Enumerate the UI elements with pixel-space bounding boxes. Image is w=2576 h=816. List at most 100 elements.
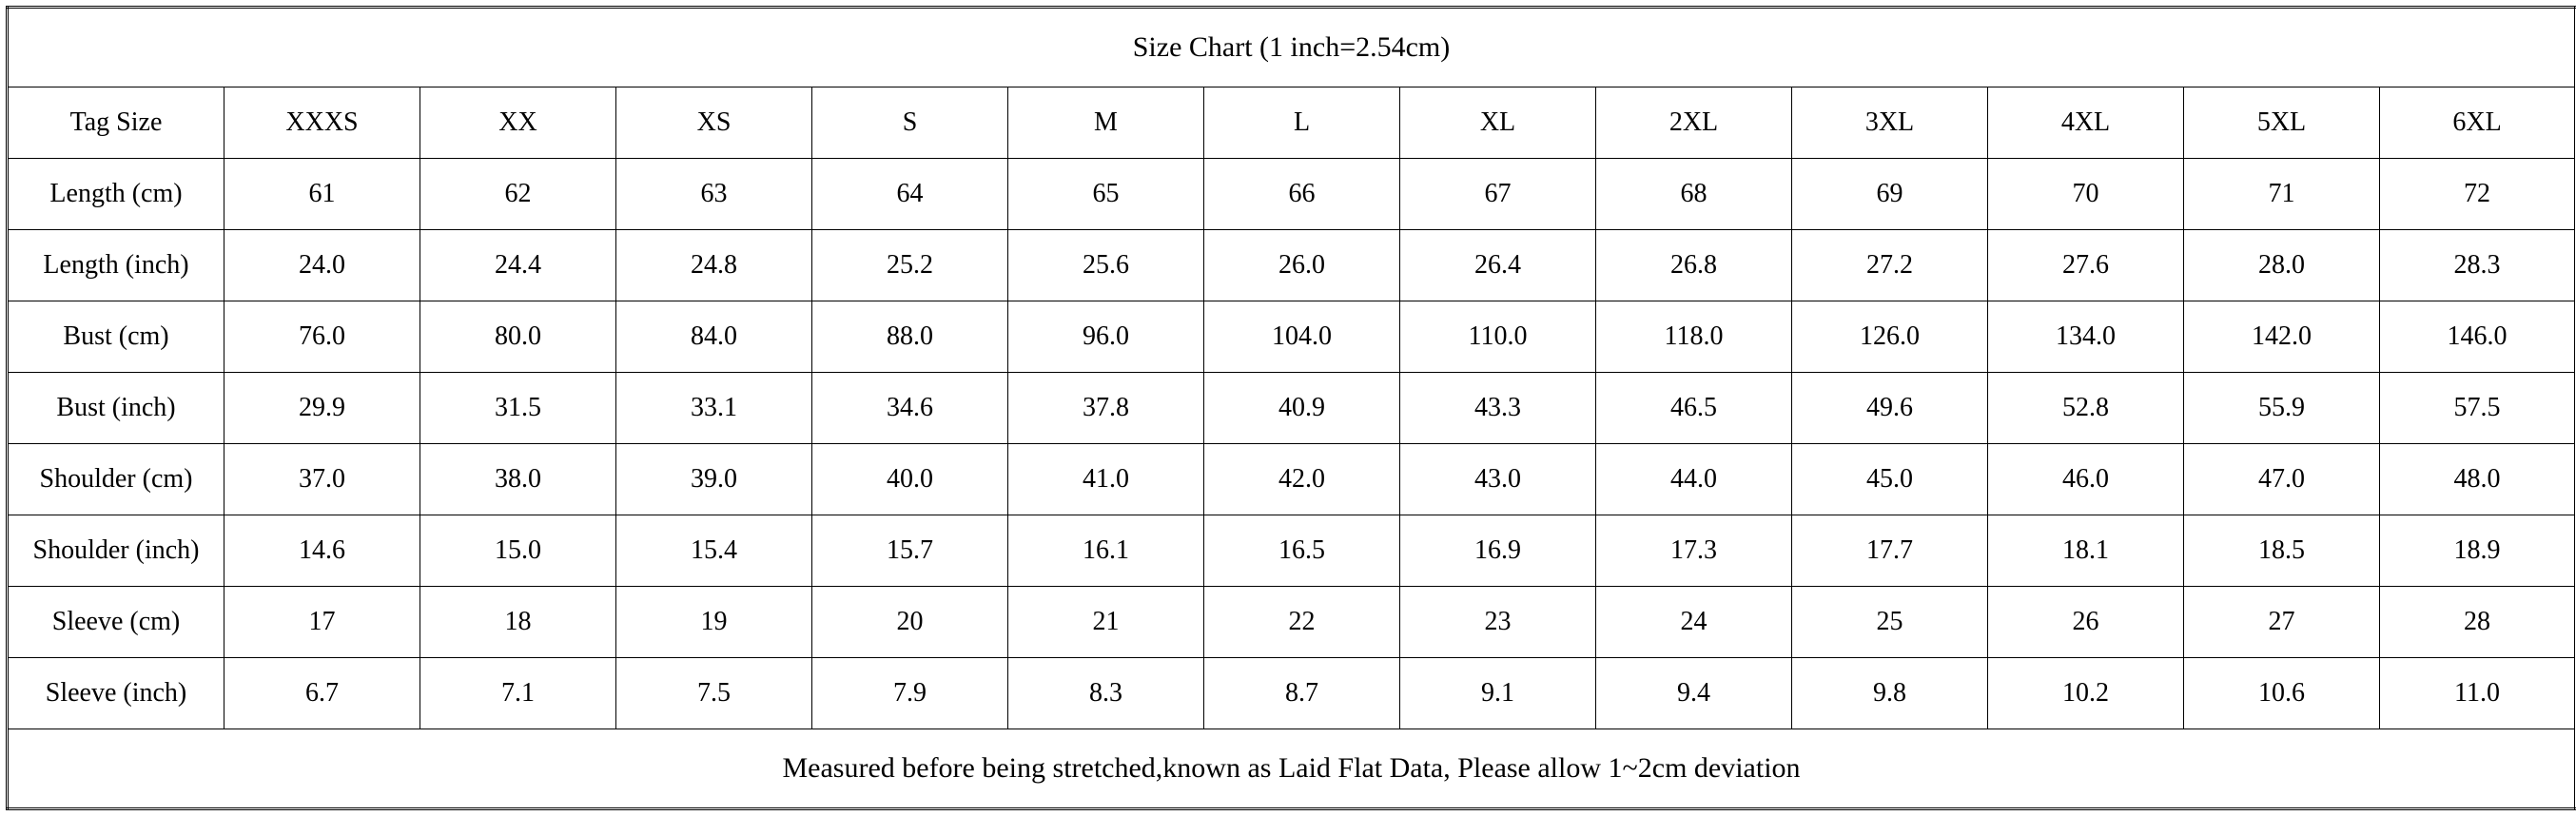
row-label: Sleeve (inch) — [8, 658, 224, 729]
cell: 6.7 — [224, 658, 420, 729]
cell: 26.0 — [1204, 230, 1400, 301]
cell: 61 — [224, 159, 420, 230]
header-size: M — [1008, 87, 1204, 159]
header-size: XL — [1400, 87, 1596, 159]
header-size: XX — [420, 87, 616, 159]
cell: 126.0 — [1792, 301, 1988, 373]
size-chart-table: Size Chart (1 inch=2.54cm) Tag Size XXXS… — [6, 6, 2576, 810]
header-size: L — [1204, 87, 1400, 159]
cell: 16.1 — [1008, 515, 1204, 587]
cell: 19 — [616, 587, 812, 658]
header-size: S — [812, 87, 1008, 159]
cell: 27.6 — [1988, 230, 2184, 301]
header-size: 2XL — [1596, 87, 1792, 159]
cell: 27.2 — [1792, 230, 1988, 301]
header-size: 4XL — [1988, 87, 2184, 159]
cell: 70 — [1988, 159, 2184, 230]
cell: 24 — [1596, 587, 1792, 658]
cell: 96.0 — [1008, 301, 1204, 373]
cell: 47.0 — [2184, 444, 2380, 515]
title-row: Size Chart (1 inch=2.54cm) — [8, 8, 2576, 87]
cell: 49.6 — [1792, 373, 1988, 444]
cell: 18 — [420, 587, 616, 658]
cell: 71 — [2184, 159, 2380, 230]
cell: 27 — [2184, 587, 2380, 658]
table-row: Sleeve (inch) 6.7 7.1 7.5 7.9 8.3 8.7 9.… — [8, 658, 2576, 729]
cell: 21 — [1008, 587, 1204, 658]
cell: 37.8 — [1008, 373, 1204, 444]
cell: 40.0 — [812, 444, 1008, 515]
cell: 26.8 — [1596, 230, 1792, 301]
cell: 134.0 — [1988, 301, 2184, 373]
cell: 16.9 — [1400, 515, 1596, 587]
cell: 146.0 — [2380, 301, 2576, 373]
row-label: Bust (cm) — [8, 301, 224, 373]
cell: 25.2 — [812, 230, 1008, 301]
header-size: XS — [616, 87, 812, 159]
cell: 52.8 — [1988, 373, 2184, 444]
cell: 29.9 — [224, 373, 420, 444]
table-row: Shoulder (inch) 14.6 15.0 15.4 15.7 16.1… — [8, 515, 2576, 587]
cell: 118.0 — [1596, 301, 1792, 373]
cell: 24.8 — [616, 230, 812, 301]
row-label: Bust (inch) — [8, 373, 224, 444]
table-row: Length (cm) 61 62 63 64 65 66 67 68 69 7… — [8, 159, 2576, 230]
header-size: 6XL — [2380, 87, 2576, 159]
cell: 66 — [1204, 159, 1400, 230]
row-label: Sleeve (cm) — [8, 587, 224, 658]
chart-footer: Measured before being stretched,known as… — [8, 729, 2576, 809]
cell: 17 — [224, 587, 420, 658]
cell: 72 — [2380, 159, 2576, 230]
cell: 46.5 — [1596, 373, 1792, 444]
header-size: 3XL — [1792, 87, 1988, 159]
cell: 44.0 — [1596, 444, 1792, 515]
cell: 23 — [1400, 587, 1596, 658]
cell: 41.0 — [1008, 444, 1204, 515]
cell: 18.1 — [1988, 515, 2184, 587]
cell: 110.0 — [1400, 301, 1596, 373]
cell: 10.2 — [1988, 658, 2184, 729]
cell: 26 — [1988, 587, 2184, 658]
cell: 142.0 — [2184, 301, 2380, 373]
cell: 76.0 — [224, 301, 420, 373]
cell: 15.7 — [812, 515, 1008, 587]
cell: 18.5 — [2184, 515, 2380, 587]
cell: 17.7 — [1792, 515, 1988, 587]
cell: 43.0 — [1400, 444, 1596, 515]
cell: 16.5 — [1204, 515, 1400, 587]
cell: 46.0 — [1988, 444, 2184, 515]
cell: 55.9 — [2184, 373, 2380, 444]
cell: 64 — [812, 159, 1008, 230]
table-row: Sleeve (cm) 17 18 19 20 21 22 23 24 25 2… — [8, 587, 2576, 658]
cell: 62 — [420, 159, 616, 230]
chart-title: Size Chart (1 inch=2.54cm) — [8, 8, 2576, 87]
cell: 7.1 — [420, 658, 616, 729]
cell: 18.9 — [2380, 515, 2576, 587]
cell: 84.0 — [616, 301, 812, 373]
cell: 43.3 — [1400, 373, 1596, 444]
cell: 33.1 — [616, 373, 812, 444]
cell: 57.5 — [2380, 373, 2576, 444]
table-row: Length (inch) 24.0 24.4 24.8 25.2 25.6 2… — [8, 230, 2576, 301]
cell: 8.3 — [1008, 658, 1204, 729]
cell: 68 — [1596, 159, 1792, 230]
row-label: Shoulder (inch) — [8, 515, 224, 587]
cell: 37.0 — [224, 444, 420, 515]
cell: 14.6 — [224, 515, 420, 587]
cell: 48.0 — [2380, 444, 2576, 515]
cell: 104.0 — [1204, 301, 1400, 373]
cell: 40.9 — [1204, 373, 1400, 444]
cell: 10.6 — [2184, 658, 2380, 729]
footer-row: Measured before being stretched,known as… — [8, 729, 2576, 809]
cell: 42.0 — [1204, 444, 1400, 515]
cell: 34.6 — [812, 373, 1008, 444]
cell: 8.7 — [1204, 658, 1400, 729]
cell: 25 — [1792, 587, 1988, 658]
cell: 31.5 — [420, 373, 616, 444]
cell: 15.4 — [616, 515, 812, 587]
cell: 15.0 — [420, 515, 616, 587]
cell: 63 — [616, 159, 812, 230]
table-row: Shoulder (cm) 37.0 38.0 39.0 40.0 41.0 4… — [8, 444, 2576, 515]
cell: 28.3 — [2380, 230, 2576, 301]
cell: 69 — [1792, 159, 1988, 230]
